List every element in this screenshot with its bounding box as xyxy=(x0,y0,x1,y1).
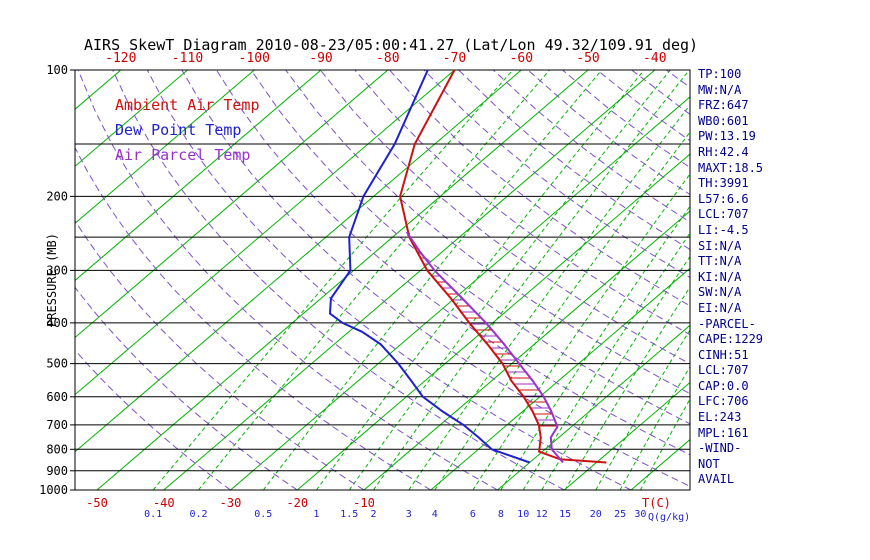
svg-text:200: 200 xyxy=(46,189,68,203)
svg-text:30: 30 xyxy=(634,509,646,520)
stat-line: -PARCEL- xyxy=(698,316,756,331)
stat-line: TP:100 xyxy=(698,67,742,81)
svg-text:25: 25 xyxy=(614,509,626,520)
stat-line: L57:6.6 xyxy=(698,191,749,206)
svg-text:1000: 1000 xyxy=(39,483,68,497)
svg-text:10: 10 xyxy=(517,509,529,520)
svg-text:-70: -70 xyxy=(443,51,466,66)
svg-text:Air Parcel Temp: Air Parcel Temp xyxy=(115,146,250,164)
svg-text:12: 12 xyxy=(536,509,548,520)
stat-line: MW:N/A xyxy=(698,82,742,97)
stat-line: EL:243 xyxy=(698,410,742,425)
stat-line: MAXT:18.5 xyxy=(698,160,764,175)
stat-line: KI:N/A xyxy=(698,269,742,284)
svg-text:1.5: 1.5 xyxy=(340,509,358,520)
svg-text:500: 500 xyxy=(46,357,68,371)
svg-text:1: 1 xyxy=(313,509,319,520)
stat-line: FRZ:647 xyxy=(698,98,749,113)
stat-line: -WIND- xyxy=(698,441,742,456)
stat-line: LFC:706 xyxy=(698,394,749,409)
svg-text:-90: -90 xyxy=(309,51,332,66)
air-parcel-curve xyxy=(405,231,564,464)
top-axis-labels: -120 -110 -100 -90 -80 -70 -60 -50 -40 xyxy=(105,51,666,66)
svg-text:-120: -120 xyxy=(105,51,136,66)
ambient-temp-curve xyxy=(399,69,607,464)
svg-text:3: 3 xyxy=(406,509,412,520)
stat-line: MPL:161 xyxy=(698,425,749,440)
pressure-lines xyxy=(74,69,691,491)
svg-text:4: 4 xyxy=(432,509,438,520)
svg-text:-100: -100 xyxy=(239,51,270,66)
stat-line: LCL:707 xyxy=(698,207,749,222)
pressure-axis-labels: 100 200 300 400 500 600 700 800 900 1000 PRESSURE … xyxy=(39,63,75,497)
stat-line: AVAIL xyxy=(698,472,735,487)
svg-text:-40: -40 xyxy=(153,496,175,510)
svg-text:2: 2 xyxy=(370,509,376,520)
stat-line: LCL:707 xyxy=(698,363,749,378)
stat-line: EI:N/A xyxy=(698,300,742,315)
stat-line: TH:3991 xyxy=(698,176,749,191)
stat-line: CAP:0.0 xyxy=(698,378,749,393)
svg-text:100: 100 xyxy=(46,63,68,77)
stat-line: SI:N/A xyxy=(698,238,742,253)
svg-text:600: 600 xyxy=(46,390,68,404)
svg-text:-10: -10 xyxy=(353,496,375,510)
legend: Ambient Air Temp Dew Point Temp Air Parcel… xyxy=(115,96,260,164)
svg-text:-40: -40 xyxy=(643,51,666,66)
svg-text:-60: -60 xyxy=(510,51,533,66)
svg-text:6: 6 xyxy=(470,509,476,520)
svg-text:Q(g/kg): Q(g/kg) xyxy=(648,512,690,523)
stat-line: WB0:601 xyxy=(698,113,749,128)
svg-text:400: 400 xyxy=(46,316,68,330)
svg-text:-50: -50 xyxy=(576,51,599,66)
svg-text:15: 15 xyxy=(559,509,571,520)
chart-title: AIRS SkewT Diagram 2010-08-23/05:00:41.2… xyxy=(84,36,699,54)
svg-text:-110: -110 xyxy=(172,51,203,66)
svg-text:0.2: 0.2 xyxy=(189,509,207,520)
svg-text:Ambient Air Temp: Ambient Air Temp xyxy=(115,96,260,114)
svg-text:-20: -20 xyxy=(286,496,308,510)
svg-text:-50: -50 xyxy=(86,496,108,510)
svg-text:300: 300 xyxy=(46,263,68,277)
stat-line: NOT xyxy=(698,456,720,471)
stat-line: PW:13.19 xyxy=(698,129,756,144)
stat-line: SW:N/A xyxy=(698,285,742,300)
stats-panel: TP:100 MW:N/A FRZ:647 WB0:601 PW:13.19 RH:42.… xyxy=(698,67,763,488)
svg-text:T(C): T(C) xyxy=(642,496,671,510)
svg-text:0.1: 0.1 xyxy=(144,509,162,520)
svg-text:8: 8 xyxy=(498,509,504,520)
stat-line: CAPE:1229 xyxy=(698,332,764,347)
svg-text:Dew Point Temp: Dew Point Temp xyxy=(115,121,241,139)
stat-line: LI:-4.5 xyxy=(698,222,749,237)
svg-text:-30: -30 xyxy=(220,496,242,510)
svg-text:20: 20 xyxy=(590,509,602,520)
svg-text:700: 700 xyxy=(46,418,68,432)
svg-text:900: 900 xyxy=(46,464,68,478)
bottom-axis-labels: -50 -40 -30 -20 -10 T(C) 0.1 0.2 0.5 1 1.5 2 3 4 6 8 10 1… xyxy=(86,496,690,523)
dew-point-curve xyxy=(328,69,531,464)
stat-line: CINH:51 xyxy=(698,347,749,362)
stat-line: RH:42.4 xyxy=(698,144,749,159)
stat-line: TT:N/A xyxy=(698,254,742,269)
svg-text:PRESSURE (MB): PRESSURE (MB) xyxy=(45,233,59,327)
svg-text:0.5: 0.5 xyxy=(254,509,272,520)
svg-text:800: 800 xyxy=(46,442,68,456)
svg-text:-80: -80 xyxy=(376,51,399,66)
